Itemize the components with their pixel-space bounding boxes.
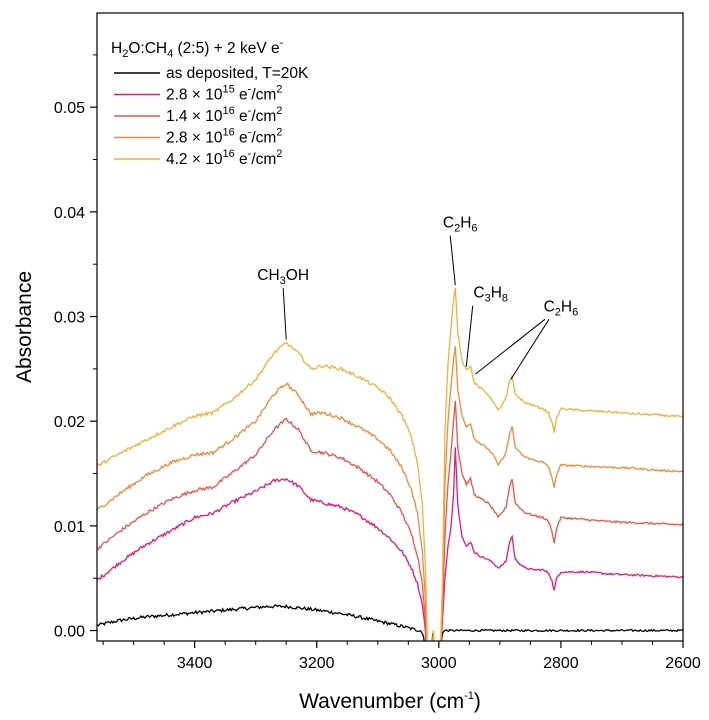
annotation-part: 3 (485, 293, 491, 305)
plot-frame (96, 12, 684, 642)
series-line-0 (97, 603, 683, 641)
legend: H2O:CH4 (2:5) + 2 keV e- as deposited, T… (111, 37, 309, 168)
annotation-part: OH (286, 267, 309, 284)
annotation-part: H (561, 298, 572, 315)
annotation-part: C (443, 215, 454, 232)
x-axis-title: Wavenumber (cm-1) (299, 690, 481, 713)
legend-label-part: 2 (276, 148, 282, 160)
legend-label-part: /cm (251, 151, 276, 168)
annotation-part: C (544, 298, 555, 315)
x-tick-label: 3400 (177, 655, 213, 672)
legend-label-part: 4.2 × 10 (166, 151, 223, 168)
annotation-c3h8: C3H8 (473, 285, 508, 305)
annotation-c2h6-a: C2H6 (443, 215, 478, 235)
y-tick-label: 0.02 (54, 414, 85, 431)
x-tick-label: 2800 (543, 655, 579, 672)
annotation-part: 2 (454, 223, 460, 235)
annotation-part: H (460, 215, 471, 232)
y-tick-label: 0.03 (54, 310, 85, 327)
annotation-part: 6 (572, 306, 578, 318)
y-tick-label: 0.04 (54, 205, 85, 222)
x-axis-title-main: Wavenumber (cm (299, 690, 464, 713)
legend-header: H2O:CH4 (2:5) + 2 keV e- (111, 37, 284, 60)
annotation-leader (465, 305, 474, 367)
x-axis-title-sup: -1 (464, 690, 474, 702)
legend-label-part: 15 (222, 84, 234, 96)
annotation-part: 3 (280, 275, 286, 287)
legend-label-part: /cm (251, 108, 276, 125)
annotation-leader (510, 319, 550, 380)
legend-label-part: /cm (251, 130, 276, 147)
legend-label-part: 2 (276, 127, 282, 139)
legend-label-part: 16 (222, 105, 234, 117)
legend-header-part: O:CH (128, 40, 167, 57)
legend-label-part: 2.8 × 10 (166, 87, 223, 104)
annotation-leader (449, 235, 456, 286)
legend-label-part: 2.8 × 10 (166, 130, 223, 147)
series-line-1 (97, 447, 683, 641)
legend-label-part: - (248, 105, 252, 117)
legend-label-part: 16 (222, 148, 234, 160)
legend-label-part: e (235, 87, 248, 104)
x-axis-title-tail: ) (474, 690, 481, 713)
y-axis-title: Absorbance (13, 271, 36, 383)
tick-layer: 3400 3200 3000 2800 2600 0.00 0.01 0.02 0.03 0.04… (54, 54, 701, 672)
legend-label-part: - (248, 84, 252, 96)
legend-label-part: 2 (276, 84, 282, 96)
annotation-leader (475, 318, 546, 375)
x-tick-label: 3200 (299, 655, 335, 672)
series-line-2 (97, 400, 683, 641)
legend-label-2: 1.4 × 1016 e-/cm2 (166, 105, 282, 125)
annotation-ch3oh: CH3OH (257, 267, 309, 287)
annotation-c2h6-b: C2H6 (544, 298, 579, 318)
x-tick-label: 3000 (421, 655, 457, 672)
annotation-part: 8 (502, 293, 508, 305)
legend-label-part: /cm (251, 87, 276, 104)
legend-label-4: 4.2 × 1016 e-/cm2 (166, 148, 282, 168)
legend-label-part: - (248, 127, 252, 139)
series-layer (97, 287, 683, 641)
legend-label-part: as deposited, T=20K (166, 65, 309, 82)
y-tick-label: 0.05 (54, 100, 85, 117)
legend-label-part: 16 (222, 127, 234, 139)
legend-label-part: 2 (276, 105, 282, 117)
legend-label-part: e (235, 130, 248, 147)
annotation-part: 6 (471, 223, 477, 235)
y-tick-label: 0.01 (54, 519, 85, 536)
legend-header-part: (2:5) + 2 keV e (173, 40, 279, 57)
legend-label-1: 2.8 × 1015 e-/cm2 (166, 84, 282, 104)
annotation-leader (282, 287, 287, 340)
legend-header-part: H (111, 40, 122, 57)
legend-label-part: - (248, 148, 252, 160)
series-line-3 (97, 346, 683, 641)
legend-label-part: e (235, 108, 248, 125)
legend-header-sub: 4 (167, 48, 173, 60)
legend-header-sup: - (280, 37, 284, 49)
legend-label-0: as deposited, T=20K (166, 65, 309, 82)
annotation-part: 2 (555, 306, 561, 318)
series-line-4 (97, 287, 683, 641)
annotation-part: C (473, 285, 484, 302)
annotation-part: H (491, 285, 502, 302)
y-tick-label: 0.00 (54, 624, 85, 641)
legend-label-part: 1.4 × 10 (166, 108, 223, 125)
annotation-part: CH (257, 267, 279, 284)
legend-label-3: 2.8 × 1016 e-/cm2 (166, 127, 282, 147)
legend-header-sub: 2 (122, 48, 128, 60)
legend-label-part: e (235, 151, 248, 168)
x-tick-label: 2600 (665, 655, 701, 672)
